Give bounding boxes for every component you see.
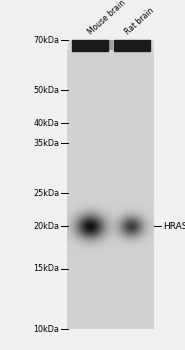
Bar bbox=[72, 40, 108, 329]
Text: 35kDa: 35kDa bbox=[33, 139, 59, 148]
Text: 25kDa: 25kDa bbox=[33, 189, 59, 197]
Bar bbox=[109, 40, 113, 329]
Text: Rat brain: Rat brain bbox=[123, 6, 156, 37]
Text: 20kDa: 20kDa bbox=[33, 222, 59, 231]
Bar bbox=[114, 40, 150, 329]
Text: 15kDa: 15kDa bbox=[33, 264, 59, 273]
Text: 70kDa: 70kDa bbox=[33, 36, 59, 45]
Text: HRAS: HRAS bbox=[163, 222, 185, 231]
Text: 40kDa: 40kDa bbox=[33, 119, 59, 128]
Bar bbox=[114, 40, 150, 51]
Bar bbox=[72, 40, 108, 51]
Bar bbox=[68, 40, 154, 329]
Text: 10kDa: 10kDa bbox=[33, 324, 59, 334]
Text: Mouse brain: Mouse brain bbox=[86, 0, 127, 37]
Text: 50kDa: 50kDa bbox=[33, 86, 59, 95]
